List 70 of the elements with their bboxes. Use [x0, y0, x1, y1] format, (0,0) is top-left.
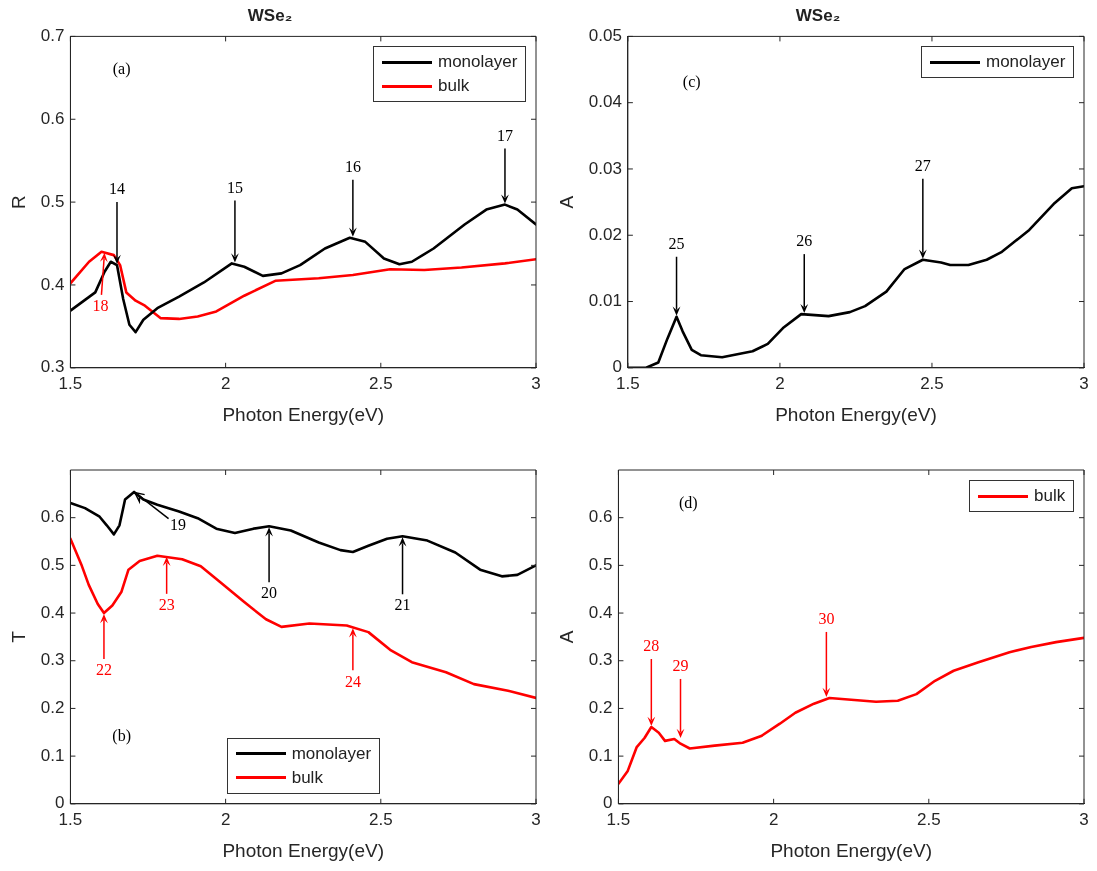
y-axis-title: A [555, 195, 577, 209]
legend-label: monolayer [438, 52, 518, 73]
annotation: (c) [682, 73, 701, 91]
annotation: 18 [92, 297, 109, 315]
y-tick-label: 0.1 [588, 745, 613, 765]
y-tick-label: 0.4 [40, 602, 65, 622]
annotation: 17 [496, 126, 513, 144]
annotation: (b) [112, 727, 131, 746]
x-tick-label: 2.5 [916, 809, 941, 829]
x-tick-label: 3 [531, 809, 541, 829]
annotation: 16 [344, 157, 361, 175]
chart-title: WSe₂ [795, 5, 841, 25]
y-tick-label: 0.6 [40, 507, 65, 527]
y-tick-label: 0.01 [588, 291, 622, 311]
annotation: 25 [668, 234, 685, 252]
annotation: 22 [95, 661, 112, 679]
legend-label: bulk [291, 767, 323, 788]
annotation: (d) [678, 493, 698, 512]
legend-label: bulk [1034, 486, 1066, 506]
y-tick-label: 0.6 [588, 507, 613, 527]
y-tick-label: 0.04 [588, 92, 622, 112]
y-tick-label: 0.3 [588, 650, 613, 670]
y-tick-label: 0.3 [40, 650, 65, 670]
annotation: 15 [226, 178, 243, 196]
x-axis-title: Photon Energy(eV) [770, 839, 933, 861]
legend-label: monolayer [986, 52, 1066, 73]
y-tick-label: 0.5 [588, 555, 613, 575]
x-tick-label: 2.5 [368, 373, 393, 393]
x-tick-label: 2.5 [368, 809, 393, 829]
annotation: 27 [914, 156, 931, 174]
annotation: 19 [170, 516, 187, 534]
x-tick-label: 3 [1079, 809, 1089, 829]
x-tick-label: 2.5 [920, 373, 944, 393]
annotation: 14 [108, 180, 125, 198]
y-tick-label: 0.7 [40, 26, 65, 46]
y-tick-label: 0.03 [588, 158, 622, 178]
annotation: 21 [394, 596, 411, 614]
chart-title: WSe₂ [247, 5, 293, 25]
annotation: 26 [796, 232, 813, 250]
annotation: 29 [672, 657, 689, 675]
annotation: (a) [112, 59, 131, 78]
y-tick-label: 0.5 [40, 555, 65, 575]
x-axis-title: Photon Energy(eV) [222, 839, 385, 861]
y-axis-title: T [7, 630, 29, 643]
y-tick-label: 0.6 [40, 108, 65, 128]
y-tick-label: 0.5 [40, 191, 65, 211]
x-tick-label: 2 [220, 809, 231, 829]
x-tick-label: 2 [775, 373, 785, 393]
annotation: 24 [344, 672, 361, 690]
x-tick-label: 2 [220, 373, 231, 393]
y-tick-label: 0.2 [40, 698, 65, 718]
x-tick-label: 3 [1079, 373, 1089, 393]
legend-label: bulk [438, 76, 470, 97]
annotation: 20 [261, 584, 278, 602]
x-axis-title: Photon Energy(eV) [222, 403, 385, 425]
x-tick-label: 2 [768, 809, 779, 829]
y-axis-title: R [7, 195, 29, 209]
y-tick-label: 0.05 [588, 26, 622, 46]
annotation: 23 [158, 596, 175, 614]
y-axis-title: A [555, 630, 577, 644]
y-tick-label: 0.2 [588, 698, 613, 718]
y-tick-label: 0.4 [588, 602, 613, 622]
y-tick-label: 0.02 [588, 224, 622, 244]
legend-label: monolayer [291, 743, 372, 764]
x-axis-title: Photon Energy(eV) [775, 403, 937, 425]
annotation: 30 [818, 610, 835, 628]
y-tick-label: 0.1 [40, 745, 65, 765]
x-tick-label: 3 [531, 373, 541, 393]
annotation: 28 [643, 637, 660, 655]
y-tick-label: 0.4 [40, 274, 65, 294]
